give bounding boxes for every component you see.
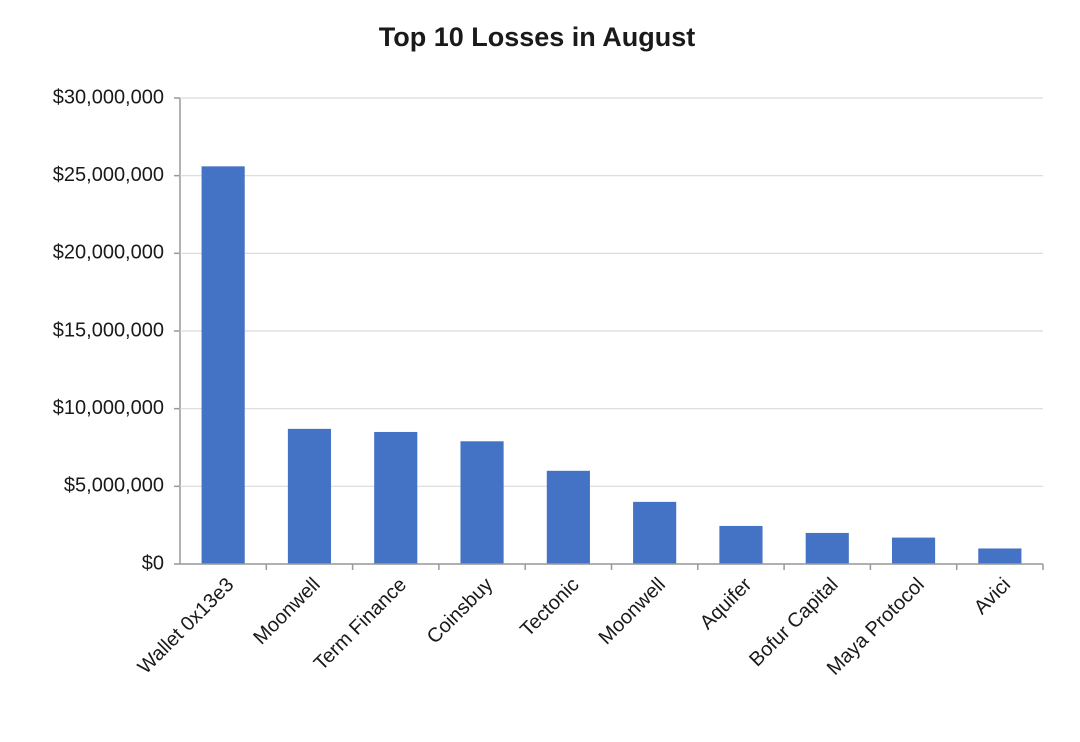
x-tick-label: Tectonic <box>516 574 583 641</box>
x-tick-label: Wallet 0x13e3 <box>134 574 239 679</box>
bar <box>201 166 245 564</box>
y-tick-label: $25,000,000 <box>53 164 164 186</box>
x-tick-label: Term Finance <box>310 574 411 675</box>
bar <box>374 431 418 564</box>
x-tick-label: Avici <box>970 574 1015 619</box>
bar <box>287 428 332 564</box>
y-tick-label: $10,000,000 <box>53 397 164 419</box>
y-tick-label: $5,000,000 <box>64 475 164 497</box>
y-tick-label: $0 <box>142 552 164 574</box>
chart-title: Top 10 Losses in August <box>379 22 696 52</box>
bar <box>719 525 763 564</box>
y-tick-label: $20,000,000 <box>53 242 164 264</box>
x-tick-label: Aquifer <box>696 573 757 634</box>
bar <box>633 501 677 564</box>
y-tick-label: $30,000,000 <box>53 86 164 108</box>
bar <box>460 441 504 564</box>
x-tick-label: Moonwell <box>595 574 670 649</box>
x-tick-label: Bofur Capital <box>745 574 842 671</box>
bar <box>805 532 849 564</box>
y-tick-label: $15,000,000 <box>53 319 164 341</box>
bar <box>546 470 590 564</box>
bar <box>978 548 1022 564</box>
x-tick-label: Moonwell <box>249 574 324 649</box>
bar <box>891 537 936 564</box>
x-tick-label: Coinsbuy <box>423 574 498 649</box>
